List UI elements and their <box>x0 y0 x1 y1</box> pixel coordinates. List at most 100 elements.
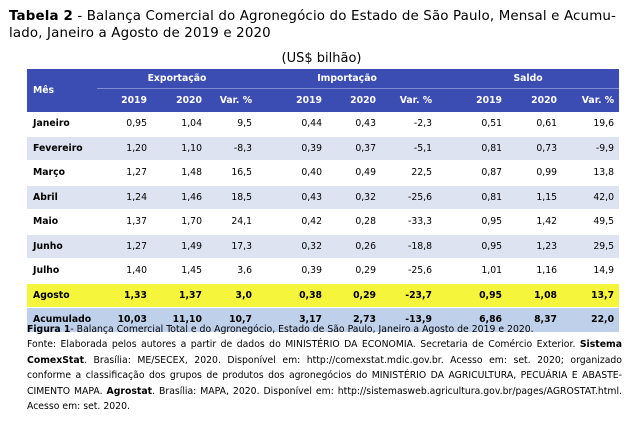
value-cell: 22,0 <box>562 307 620 333</box>
value-cell: 13,7 <box>562 283 620 308</box>
value-cell: 13,8 <box>562 160 620 186</box>
month-cell: Acumulado <box>27 307 97 333</box>
value-cell: 3,0 <box>207 283 258 308</box>
source-text: Fonte: Elaborada pelos autores a partir … <box>27 339 580 351</box>
value-cell: 9,5 <box>207 112 258 137</box>
table-row: Acumulado 10,03 11,10 10,7 3,17 2,73 -13,9 6,86… <box>27 307 620 333</box>
value-cell: 0,44 <box>257 112 328 137</box>
value-cell: 1,08 <box>507 283 563 308</box>
month-cell: Julho <box>27 258 97 284</box>
table-label: Tabela 2 <box>9 9 73 24</box>
value-cell: 1,37 <box>152 283 207 308</box>
table-row: Julho 1,40 1,45 3,6 0,39 0,29 -25,6 1,01 1,16 14,… <box>27 258 620 284</box>
value-cell: 0,95 <box>437 283 508 308</box>
value-cell: 18,5 <box>207 185 258 210</box>
subheader: Var. % <box>207 88 258 112</box>
value-cell: 0,95 <box>97 112 152 137</box>
group-header-saldo: Saldo <box>437 69 620 89</box>
value-cell: 1,15 <box>507 185 563 210</box>
value-cell: 1,10 <box>152 136 207 161</box>
value-cell: 2,73 <box>327 307 382 333</box>
value-cell: 17,3 <box>207 234 258 259</box>
subheader: 2020 <box>507 88 563 112</box>
table-row: Junho 1,27 1,49 17,3 0,32 0,26 -18,8 0,95 1,23 29… <box>27 234 620 259</box>
figure-label: Figura 1 <box>27 324 71 335</box>
value-cell: -13,9 <box>381 307 438 333</box>
value-cell: -33,3 <box>381 209 438 235</box>
group-header-importacao: Importação <box>257 69 438 89</box>
figure-caption: Figura 1- Balança Comercial Total e do A… <box>27 322 622 414</box>
group-header-exportacao: Exportação <box>97 69 258 89</box>
value-cell: 0,95 <box>437 234 508 259</box>
value-cell: 0,61 <box>507 112 563 137</box>
value-cell: 22,5 <box>381 160 438 186</box>
table-row: Janeiro 0,95 1,04 9,5 0,44 0,43 -2,3 0,51 0,61 19… <box>27 112 620 137</box>
value-cell: 0,39 <box>257 258 328 284</box>
month-cell: Março <box>27 160 97 186</box>
subheader: 2020 <box>152 88 207 112</box>
source-agrostat-name: Agrostat <box>106 385 153 397</box>
subheader: 2019 <box>97 88 152 112</box>
value-cell: 24,1 <box>207 209 258 235</box>
month-cell: Maio <box>27 209 97 235</box>
table-row: Agosto 1,33 1,37 3,0 0,38 0,29 -23,7 0,95 1,08 13… <box>27 283 620 308</box>
month-cell: Junho <box>27 234 97 259</box>
month-cell: Agosto <box>27 283 97 308</box>
value-cell: 1,48 <box>152 160 207 186</box>
value-cell: -5,1 <box>381 136 438 161</box>
value-cell: 0,37 <box>327 136 382 161</box>
value-cell: 1,33 <box>97 283 152 308</box>
value-cell: 0,32 <box>257 234 328 259</box>
value-cell: 1,27 <box>97 160 152 186</box>
value-cell: 29,5 <box>562 234 620 259</box>
value-cell: 0,40 <box>257 160 328 186</box>
value-cell: 0,87 <box>437 160 508 186</box>
month-cell: Abril <box>27 185 97 210</box>
value-cell: 0,38 <box>257 283 328 308</box>
value-cell: 0,28 <box>327 209 382 235</box>
value-cell: -25,6 <box>381 258 438 284</box>
value-cell: 0,81 <box>437 185 508 210</box>
source-text-continued: . Brasília: ME/SECEX, 2020. Disponível e… <box>27 354 622 397</box>
value-cell: 0,99 <box>507 160 563 186</box>
value-cell: 1,70 <box>152 209 207 235</box>
value-cell: 0,39 <box>257 136 328 161</box>
value-cell: 8,37 <box>507 307 563 333</box>
source-text-end: . Brasília: MAPA, 2020. Disponível em: h… <box>27 385 622 413</box>
value-cell: 11,10 <box>152 307 207 333</box>
value-cell: 0,81 <box>437 136 508 161</box>
value-cell: -8,3 <box>207 136 258 161</box>
subheader: 2019 <box>257 88 328 112</box>
value-cell: -23,7 <box>381 283 438 308</box>
value-cell: 0,43 <box>327 112 382 137</box>
figure-caption-text: - Balança Comercial Total e do Agronegóc… <box>70 324 534 335</box>
value-cell: -2,3 <box>381 112 438 137</box>
value-cell: 1,27 <box>97 234 152 259</box>
table-body: Janeiro 0,95 1,04 9,5 0,44 0,43 -2,3 0,51 0,61 19… <box>27 112 620 333</box>
value-cell: 19,6 <box>562 112 620 137</box>
source-system-name: Sistema ComexStat <box>27 339 622 366</box>
unit-label: (US$ bilhão) <box>281 51 362 66</box>
value-cell: 10,7 <box>207 307 258 333</box>
table-row: Fevereiro 1,20 1,10 -8,3 0,39 0,37 -5,1 0,81 0,7… <box>27 136 620 161</box>
table-row: Maio 1,37 1,70 24,1 0,42 0,28 -33,3 0,95 1,42 49,… <box>27 209 620 235</box>
table-row: Março 1,27 1,48 16,5 0,40 0,49 22,5 0,87 0,99 13,… <box>27 160 620 186</box>
value-cell: 0,49 <box>327 160 382 186</box>
table-row: Abril 1,24 1,46 18,5 0,43 0,32 -25,6 0,81 1,15 42… <box>27 185 620 210</box>
table-title: Tabela 2 - Balança Comercial do Agronegó… <box>9 8 634 42</box>
value-cell: 49,5 <box>562 209 620 235</box>
value-cell: 1,45 <box>152 258 207 284</box>
value-cell: 1,49 <box>152 234 207 259</box>
value-cell: 1,20 <box>97 136 152 161</box>
value-cell: 0,32 <box>327 185 382 210</box>
value-cell: 0,51 <box>437 112 508 137</box>
value-cell: 0,42 <box>257 209 328 235</box>
value-cell: 6,86 <box>437 307 508 333</box>
value-cell: 1,16 <box>507 258 563 284</box>
subheader: Var. % <box>562 88 620 112</box>
value-cell: 0,29 <box>327 258 382 284</box>
value-cell: -9,9 <box>562 136 620 161</box>
value-cell: 14,9 <box>562 258 620 284</box>
value-cell: 1,01 <box>437 258 508 284</box>
value-cell: 1,23 <box>507 234 563 259</box>
